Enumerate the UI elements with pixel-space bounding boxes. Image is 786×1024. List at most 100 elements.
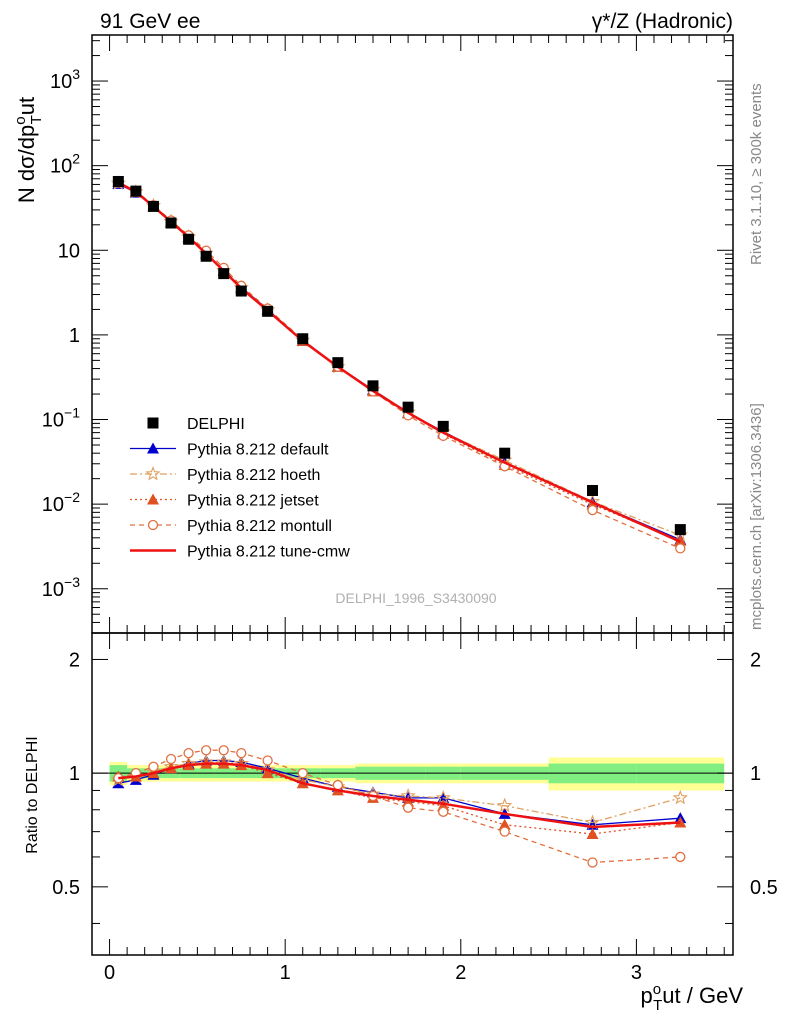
ratio-point-montull (332, 779, 344, 791)
data-point-delphi (147, 200, 159, 212)
ratio-point-montull (297, 767, 308, 779)
ratio-point-montull (499, 826, 510, 837)
legend-marker (145, 465, 161, 481)
ratio-point-montull (183, 747, 194, 759)
data-point-delphi (165, 217, 177, 229)
y-tick-base: 10 (50, 156, 72, 178)
main-line-jetset (117, 181, 681, 542)
ratio-point-hoeth (497, 797, 513, 813)
ratio-point-montull (438, 806, 449, 817)
legend-label: Pythia 8.212 montull (187, 518, 332, 535)
data-point-delphi (499, 447, 511, 459)
axis-ticks (91, 35, 733, 955)
ratio-point-jetset (674, 816, 687, 828)
main-series-group (110, 175, 688, 554)
ratio-point-montull (201, 745, 212, 756)
y-tick-label-main: 10−3 (42, 574, 80, 601)
y-tick-label-ratio-right: 1 (750, 763, 761, 785)
ratio-point-jetset (261, 767, 274, 779)
y-tick-base: 10 (50, 71, 72, 93)
data-point-delphi (262, 305, 274, 317)
main-point-montull (675, 543, 686, 554)
y-tick-base: 1 (69, 325, 80, 347)
ratio-plot-frame (91, 632, 734, 956)
ratio-point-jetset (586, 828, 599, 840)
data-point-delphi (367, 380, 379, 392)
data-point-delphi (437, 420, 449, 432)
data-point-delphi (674, 524, 686, 536)
legend-label: Pythia 8.212 jetset (187, 493, 319, 510)
y-tick-label-ratio-right: 0.5 (750, 877, 778, 899)
x-label-sup: o (653, 981, 661, 998)
legend-marker (147, 493, 159, 505)
analysis-watermark: DELPHI_1996_S3430090 (335, 590, 496, 606)
legend-marker (147, 519, 159, 531)
data-point-delphi (235, 285, 247, 297)
data-point-delphi (332, 357, 344, 369)
ratio-series-group (110, 745, 688, 868)
ratio-point-montull (165, 753, 177, 765)
x-tick-label: 0 (104, 962, 115, 984)
ratio-line-tune-cmw (118, 762, 681, 829)
data-point-delphi (297, 333, 309, 345)
y-label-main-text: N dσ/dp (14, 125, 39, 203)
y-tick-base: 10 (42, 410, 64, 432)
y-axis-label-main: N dσ/dpoTut (12, 97, 45, 203)
legend: DELPHI Pythia 8.212 default Pythia 8.212 h… (130, 416, 350, 561)
y-tick-label-ratio: 0.5 (52, 877, 80, 899)
ratio-point-montull (262, 755, 273, 766)
y-tick-label-main: 103 (50, 66, 80, 93)
y-tick-label-main: 102 (50, 151, 80, 178)
x-tick-label: 2 (455, 962, 466, 984)
ratio-point-montull (587, 857, 598, 868)
ratio-point-hoeth (584, 814, 601, 830)
ratio-point-montull (236, 747, 247, 759)
legend-marker-data (147, 417, 159, 429)
legend-marker (147, 442, 159, 454)
x-tick-label: 1 (280, 962, 291, 984)
x-tick-label: 3 (631, 962, 642, 984)
y-tick-label-main: 1 (69, 325, 80, 347)
y-label-main-sup: o (12, 116, 29, 124)
y-tick-label-main: 10−1 (42, 405, 80, 432)
y-label-main-sub: T (28, 115, 45, 124)
ratio-point-montull (402, 802, 414, 813)
data-point-delphi (112, 175, 124, 187)
y-tick-exponent: −1 (64, 405, 80, 421)
data-point-delphi (183, 233, 195, 245)
legend-label: Pythia 8.212 hoeth (187, 467, 320, 484)
ratio-point-montull (148, 761, 159, 772)
y-tick-exponent: −2 (64, 489, 80, 505)
y-tick-label-ratio-right: 2 (750, 649, 761, 671)
y-tick-label-ratio: 1 (69, 763, 80, 785)
y-tick-exponent: −3 (64, 574, 80, 590)
ratio-point-montull (218, 745, 229, 756)
y-tick-base: 10 (42, 579, 64, 601)
data-point-delphi (587, 484, 599, 496)
legend-label: Pythia 8.212 tune-cmw (187, 544, 350, 561)
side-label-mcplots: mcplots.cern.ch [arXiv:1306.3436] (748, 403, 765, 630)
ratio-point-montull (675, 851, 686, 863)
x-label-p: p (641, 983, 653, 1008)
y-tick-label-main: 10−2 (42, 489, 80, 516)
header-left: 91 GeV ee (100, 10, 200, 33)
main-point-jetset (674, 534, 687, 546)
main-point-montull (587, 504, 598, 516)
x-label-sub: T (653, 997, 662, 1014)
ratio-point-hoeth (672, 789, 688, 805)
data-point-delphi (200, 250, 212, 262)
side-label-rivet: Rivet 3.1.10, ≥ 300k events (748, 83, 765, 265)
data-point-delphi (402, 401, 414, 413)
legend-label: DELPHI (187, 416, 245, 433)
data-point-delphi (218, 268, 230, 280)
y-tick-base: 10 (42, 494, 64, 516)
legend-label: Pythia 8.212 default (187, 442, 329, 459)
y-label-main-tail: ut (14, 97, 39, 115)
y-tick-label-ratio: 2 (69, 649, 80, 671)
y-tick-label-main: 10 (58, 240, 80, 262)
y-tick-base: 10 (58, 240, 80, 262)
x-label-tail: ut / GeV (662, 983, 743, 1008)
